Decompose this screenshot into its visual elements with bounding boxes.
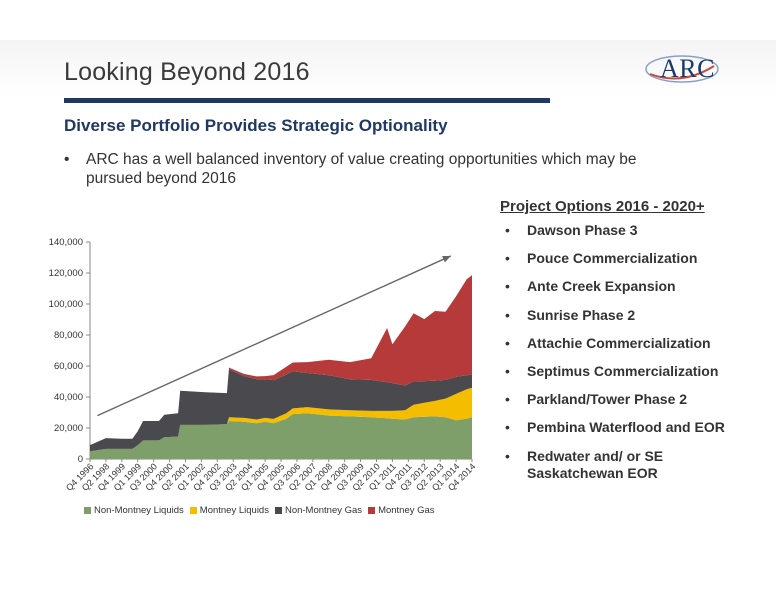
bullet-marker: • xyxy=(505,419,510,436)
option-label: Dawson Phase 3 xyxy=(527,222,638,238)
list-item: • Redwater and/ or SE Saskatchewan EOR xyxy=(503,445,763,485)
list-item: • Pembina Waterflood and EOR xyxy=(503,416,763,444)
bullet-marker: • xyxy=(505,306,510,323)
list-item: • Ante Creek Expansion xyxy=(503,275,763,303)
options-header: Project Options 2016 - 2020+ xyxy=(500,198,705,215)
legend-item: Montney Gas xyxy=(368,505,435,516)
y-tick-label: 140,000 xyxy=(49,237,83,248)
option-label: Redwater and/ or SE Saskatchewan EOR xyxy=(527,447,664,481)
legend-label: Non-Montney Liquids xyxy=(94,505,184,516)
intro-bullet: • ARC has a well balanced inventory of v… xyxy=(64,150,664,188)
legend-item: Non-Montney Gas xyxy=(274,505,363,516)
trend-arrow-head xyxy=(442,255,451,263)
y-tick-label: 100,000 xyxy=(49,299,83,310)
bullet-marker: • xyxy=(64,151,70,168)
bullet-marker: • xyxy=(505,362,510,379)
section-subtitle: Diverse Portfolio Provides Strategic Opt… xyxy=(64,116,448,135)
legend-swatch xyxy=(368,507,376,514)
page-title: Looking Beyond 2016 xyxy=(64,58,310,86)
y-tick-label: 40,000 xyxy=(54,392,83,403)
series-non-montney-liquids-area xyxy=(90,413,472,459)
list-item: • Parkland/Tower Phase 2 xyxy=(503,388,763,416)
production-chart: 0 20,000 40,000 60,000 80,000 100,000 120,000 1… xyxy=(49,237,478,493)
legend-item: Montney Liquids xyxy=(189,505,269,516)
bullet-marker: • xyxy=(505,278,510,295)
title-divider xyxy=(64,98,550,103)
option-label: Attachie Commercialization xyxy=(527,334,711,351)
chart-legend: Non-Montney Liquids Montney Liquids Non-Mo… xyxy=(84,505,435,516)
bullet-marker: • xyxy=(505,334,510,351)
legend-label: Montney Gas xyxy=(378,505,435,516)
y-tick-label: 120,000 xyxy=(49,268,83,279)
bullet-marker: • xyxy=(505,222,510,238)
legend-swatch xyxy=(274,507,282,514)
trend-arrow xyxy=(97,255,452,417)
series-non-montney-gas-area xyxy=(90,369,472,452)
bullet-marker: • xyxy=(505,250,510,267)
options-list: • Dawson Phase 3 • Pouce Commercialization… xyxy=(503,219,763,485)
intro-bullet-text: ARC has a well balanced inventory of val… xyxy=(86,151,637,187)
bullet-marker: • xyxy=(505,391,510,408)
series-montney-liquids-area xyxy=(90,387,472,452)
option-label: Parkland/Tower Phase 2 xyxy=(527,391,688,408)
list-item: • Attachie Commercialization xyxy=(503,332,763,360)
legend-swatch xyxy=(189,507,197,514)
y-tick-label: 20,000 xyxy=(54,423,83,434)
option-label: Septimus Commercialization xyxy=(527,362,719,379)
legend-label: Non-Montney Gas xyxy=(284,505,363,516)
legend-label: Montney Liquids xyxy=(199,505,269,516)
y-tick-label: 80,000 xyxy=(54,330,83,341)
option-label: Pouce Commercialization xyxy=(527,250,698,267)
legend-swatch xyxy=(84,507,91,514)
option-label: Sunrise Phase 2 xyxy=(527,306,636,323)
list-item: • Septimus Commercialization xyxy=(503,360,763,388)
option-label: Ante Creek Expansion xyxy=(527,278,676,295)
list-item: • Sunrise Phase 2 xyxy=(503,304,763,332)
y-tick-label: 0 xyxy=(78,454,83,465)
arc-logo-icon xyxy=(645,55,719,83)
option-label: Pembina Waterflood and EOR xyxy=(527,419,725,436)
legend-item: Non-Montney Liquids xyxy=(84,505,184,516)
y-tick-label: 60,000 xyxy=(54,361,83,372)
list-item: • Dawson Phase 3 xyxy=(503,219,763,247)
series-montney-gas-area xyxy=(90,275,472,446)
bullet-marker: • xyxy=(505,447,510,464)
list-item: • Pouce Commercialization xyxy=(503,247,763,275)
logo-text: ARC xyxy=(660,54,715,83)
